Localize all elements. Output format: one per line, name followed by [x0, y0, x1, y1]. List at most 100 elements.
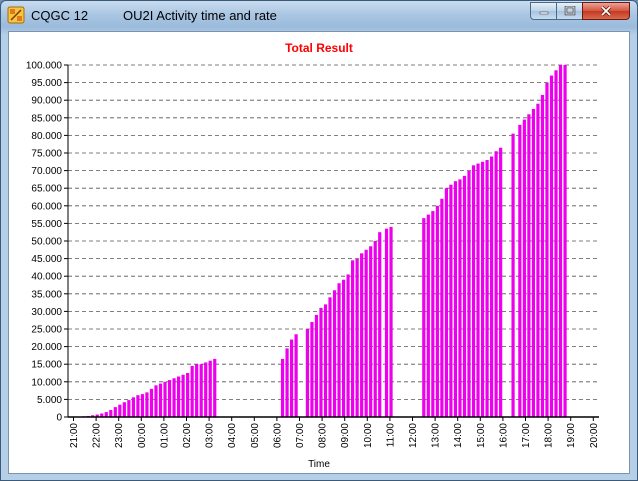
bar — [208, 360, 212, 417]
title-bar[interactable]: CQGC 12 OU2I Activity time and rate — [1, 1, 637, 31]
bar — [154, 385, 158, 417]
bar — [453, 181, 458, 417]
bar — [558, 65, 563, 417]
close-icon — [600, 5, 612, 17]
bar — [518, 124, 522, 417]
bar — [314, 314, 319, 417]
minimize-button[interactable] — [530, 2, 557, 20]
bar-chart: 0 5.000 10.000 15.000 20.000 25.000 30.000 35.0… — [26, 61, 600, 449]
bar — [122, 402, 126, 417]
maximize-icon — [564, 6, 575, 16]
bar — [471, 165, 476, 417]
bar — [355, 258, 359, 417]
bar — [199, 364, 203, 417]
x-tick-label: 12:00 — [408, 423, 419, 448]
y-tick-label: 0 — [56, 413, 62, 424]
bar — [145, 392, 149, 417]
x-tick-label: 20:00 — [589, 423, 600, 448]
bar — [341, 279, 346, 417]
bar — [109, 409, 113, 417]
bar — [540, 94, 545, 418]
bar — [127, 400, 131, 417]
y-tick-label: 75.000 — [31, 149, 62, 160]
x-tick-label: 02:00 — [182, 423, 193, 448]
bar — [328, 297, 332, 417]
bar — [172, 378, 176, 417]
bar — [364, 249, 368, 417]
y-tick-label: 80.000 — [31, 131, 62, 142]
bar — [319, 307, 323, 417]
bar — [389, 226, 393, 417]
bar — [131, 397, 135, 417]
bar — [531, 109, 536, 417]
y-tick-label: 55.000 — [31, 219, 62, 230]
x-tick-label: 21:00 — [69, 423, 80, 448]
y-tick-label: 15.000 — [31, 360, 62, 371]
bar — [337, 283, 341, 417]
maximize-button[interactable] — [556, 2, 583, 20]
cqgc-app-icon[interactable] — [7, 6, 25, 24]
bar — [113, 407, 117, 417]
close-button[interactable] — [582, 2, 630, 20]
y-tick-label: 45.000 — [31, 254, 62, 265]
bar — [373, 241, 377, 417]
bar — [351, 260, 355, 417]
bar — [458, 179, 462, 417]
y-tick-label: 70.000 — [31, 166, 62, 177]
bar — [360, 253, 364, 417]
bar — [95, 414, 99, 417]
bar — [104, 412, 108, 417]
y-tick-label: 40.000 — [31, 272, 62, 283]
x-tick-label: 13:00 — [431, 423, 442, 448]
x-tick-label: 06:00 — [272, 423, 283, 448]
y-tick-label: 30.000 — [31, 307, 62, 318]
bar — [563, 65, 567, 417]
bar — [490, 156, 494, 417]
x-tick-label: 23:00 — [114, 423, 125, 448]
bar — [280, 358, 285, 417]
bar — [346, 274, 350, 417]
x-tick-label: 05:00 — [250, 423, 261, 448]
x-tick-label: 22:00 — [92, 423, 103, 448]
y-tick-label: 65.000 — [31, 184, 62, 195]
bar — [149, 388, 154, 417]
bar — [323, 304, 328, 417]
bar — [378, 232, 382, 417]
bar — [522, 119, 526, 417]
x-tick-label: 01:00 — [159, 423, 170, 448]
y-tick-label: 10.000 — [31, 377, 62, 388]
x-tick-label: 04:00 — [227, 423, 238, 448]
chart-panel: Total Result 0 5.000 10.000 15.000 20.000 25.… — [8, 31, 630, 474]
x-tick-label: 16:00 — [498, 423, 509, 448]
y-tick-label: 95.000 — [31, 78, 62, 89]
x-tick-label: 03:00 — [205, 423, 216, 448]
bar — [136, 395, 140, 417]
bar — [449, 184, 453, 417]
chart-title: Total Result — [285, 41, 353, 55]
y-tick-label: 35.000 — [31, 289, 62, 300]
y-tick-label: 85.000 — [31, 113, 62, 124]
bar — [158, 383, 163, 417]
bar — [100, 413, 104, 417]
bar — [511, 133, 515, 417]
x-tick-label: 15:00 — [476, 423, 487, 448]
bar — [485, 160, 489, 418]
bar — [494, 151, 498, 417]
bar — [176, 376, 181, 417]
y-tick-label: 25.000 — [31, 325, 62, 336]
bar — [462, 175, 467, 417]
window-title: OU2I Activity time and rate — [123, 8, 277, 23]
bar — [186, 373, 190, 417]
bar — [431, 211, 435, 417]
bar — [163, 381, 167, 417]
bar — [167, 380, 172, 417]
y-tick-label: 20.000 — [31, 342, 62, 353]
bar — [289, 339, 294, 417]
bar — [549, 75, 554, 417]
x-tick-label: 10:00 — [363, 423, 374, 448]
bar — [499, 147, 503, 417]
bar — [440, 198, 444, 417]
bar — [554, 70, 558, 417]
bar — [476, 163, 480, 417]
